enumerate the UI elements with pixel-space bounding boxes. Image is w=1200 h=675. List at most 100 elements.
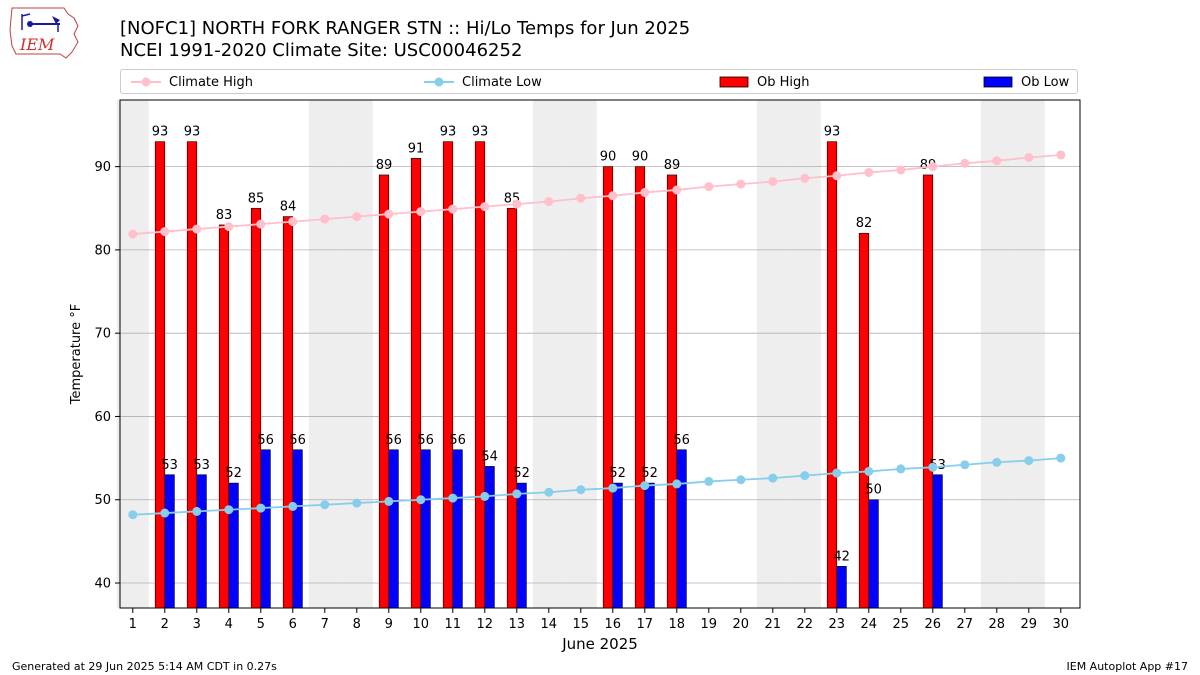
x-tick-label: 26 (925, 617, 942, 632)
ob-low-bar (452, 449, 463, 609)
climate-high-point (704, 182, 714, 192)
climate-low-point (544, 487, 554, 497)
x-tick-label: 11 (445, 617, 462, 632)
legend-ob-high-swatch (719, 76, 749, 88)
ob-low-bar (644, 482, 655, 609)
climate-high-point (1056, 150, 1066, 160)
x-tick-label: 19 (701, 617, 718, 632)
ob-high-label: 83 (216, 208, 233, 223)
y-tick-label: 80 (94, 243, 111, 258)
x-tick-label: 18 (669, 617, 686, 632)
climate-high-point (544, 197, 554, 207)
ob-high-label: 93 (152, 125, 169, 140)
x-tick-label: 6 (289, 617, 297, 632)
legend-ob-high-label: Ob High (757, 74, 810, 90)
climate-low-point (608, 483, 618, 493)
ob-high-bar (634, 166, 646, 609)
climate-low-point (512, 489, 522, 499)
weekend-shade (116, 100, 149, 608)
climate-low-line (132, 457, 1061, 516)
climate-low-point (448, 493, 458, 503)
climate-high-point (448, 204, 458, 214)
climate-low-point (736, 475, 746, 485)
x-tick-label: 4 (225, 617, 233, 632)
ob-low-bar (228, 482, 239, 609)
ob-low-label: 52 (513, 466, 530, 481)
ob-high-label: 93 (440, 125, 457, 140)
chart-legend: Climate High Climate Low Ob High Ob Low (120, 69, 1078, 94)
x-tick-label: 30 (1053, 617, 1070, 632)
x-tick-label: 5 (257, 617, 265, 632)
x-tick-label: 17 (637, 617, 654, 632)
x-tick-label: 14 (541, 617, 558, 632)
climate-high-point (288, 217, 298, 227)
ob-high-label: 89 (664, 158, 681, 173)
ob-low-label: 56 (289, 433, 306, 448)
x-tick-label: 20 (733, 617, 750, 632)
legend-ob-low: Ob Low (983, 73, 1069, 91)
ob-high-bar (250, 207, 262, 609)
climate-high-point (800, 173, 810, 183)
ob-low-label: 56 (449, 433, 466, 448)
x-tick-label: 7 (321, 617, 329, 632)
climate-high-line (132, 154, 1061, 235)
ob-high-bar (186, 141, 198, 609)
climate-low-point (128, 510, 138, 520)
legend-climate-low-label: Climate Low (462, 74, 542, 90)
climate-low-point (832, 468, 842, 478)
ob-low-bar (388, 449, 399, 609)
ob-low-bar (868, 499, 879, 609)
climate-low-point (864, 466, 874, 476)
plot-frame (119, 99, 1081, 609)
climate-low-point (256, 503, 266, 513)
x-tick-label: 23 (829, 617, 846, 632)
ob-high-label: 93 (184, 125, 201, 140)
ob-high-bar (474, 141, 486, 609)
climate-low-point (640, 481, 650, 491)
ob-low-label: 52 (609, 466, 626, 481)
climate-high-point (928, 162, 938, 172)
climate-low-point (800, 471, 810, 481)
weekend-shade (340, 100, 373, 608)
weekend-shade (564, 100, 597, 608)
ob-high-bar (506, 207, 518, 609)
ob-low-label: 42 (833, 549, 850, 564)
ob-high-label: 93 (472, 125, 489, 140)
x-tick-label: 8 (353, 617, 361, 632)
chart-subtitle: NCEI 1991-2020 Climate Site: USC00046252 (120, 40, 523, 61)
ob-low-bar (836, 566, 847, 609)
climate-high-point (992, 156, 1002, 166)
climate-high-point (128, 229, 138, 239)
ob-low-label: 56 (673, 433, 690, 448)
ob-low-label: 56 (257, 433, 274, 448)
ob-high-bar (602, 166, 614, 609)
climate-high-point (480, 202, 490, 212)
legend-ob-high: Ob High (719, 73, 810, 91)
ob-low-label: 56 (385, 433, 402, 448)
ob-high-bar (378, 174, 390, 609)
legend-climate-high: Climate High (131, 73, 253, 91)
ob-low-bar (164, 474, 175, 609)
x-tick-label: 21 (765, 617, 782, 632)
weekend-shade (308, 100, 341, 608)
ob-low-label: 54 (481, 449, 498, 464)
x-tick-label: 13 (509, 617, 526, 632)
ob-high-label: 89 (376, 158, 393, 173)
legend-ob-low-swatch (983, 76, 1013, 88)
legend-climate-low-swatch (424, 77, 454, 87)
footer-generated: Generated at 29 Jun 2025 5:14 AM CDT in … (12, 660, 277, 673)
ob-high-label: 85 (248, 191, 265, 206)
climate-high-point (416, 207, 426, 217)
y-tick-label: 50 (94, 493, 111, 508)
climate-low-point (928, 462, 938, 472)
ob-low-bar (420, 449, 431, 609)
ob-high-label: 84 (280, 200, 297, 215)
ob-high-bar (410, 157, 422, 609)
ob-low-label: 52 (225, 466, 242, 481)
ob-low-bar (484, 466, 495, 609)
climate-high-point (384, 209, 394, 219)
climate-high-point (160, 227, 170, 237)
ob-high-bar (282, 216, 294, 609)
climate-low-point (320, 500, 330, 510)
climate-low-point (224, 505, 234, 515)
